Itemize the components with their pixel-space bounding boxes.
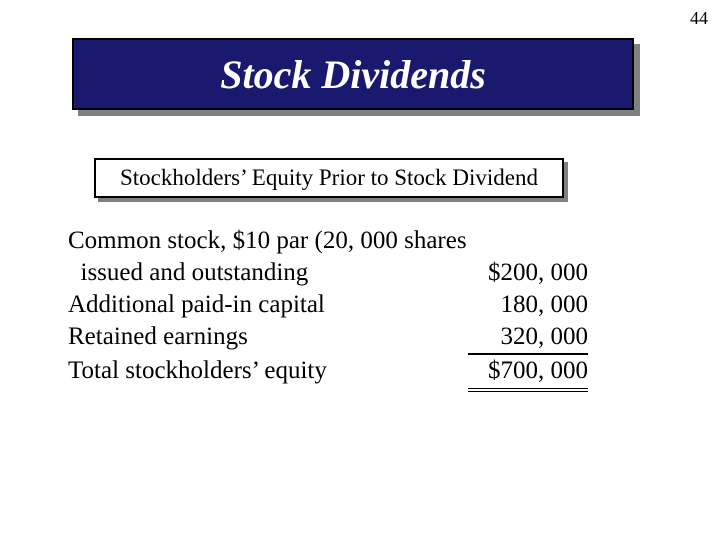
subtitle-foreground: Stockholders’ Equity Prior to Stock Divi… <box>94 158 564 198</box>
equity-row: Common stock, $10 par (20, 000 shares <box>68 225 588 257</box>
page-number: 44 <box>690 8 708 29</box>
equity-row: Additional paid-in capital 180, 000 <box>68 289 588 321</box>
equity-value: $200, 000 <box>468 257 588 289</box>
equity-label: Common stock, $10 par (20, 000 shares <box>68 225 467 257</box>
title-text: Stock Dividends <box>220 51 486 98</box>
equity-value: 320, 000 <box>468 321 588 355</box>
equity-row: Total stockholders’ equity $700, 000 <box>68 355 588 392</box>
title-foreground: Stock Dividends <box>72 38 634 110</box>
equity-label: Total stockholders’ equity <box>68 355 327 387</box>
equity-label: Retained earnings <box>68 321 248 353</box>
subtitle-box: Stockholders’ Equity Prior to Stock Divi… <box>94 158 564 198</box>
equity-label: Additional paid-in capital <box>68 289 325 321</box>
equity-row: Retained earnings 320, 000 <box>68 321 588 355</box>
equity-value: $700, 000 <box>468 355 588 392</box>
equity-row: issued and outstanding $200, 000 <box>68 257 588 289</box>
equity-section: Common stock, $10 par (20, 000 shares is… <box>68 225 588 392</box>
equity-label: issued and outstanding <box>68 257 308 289</box>
title-box: Stock Dividends <box>72 38 634 110</box>
equity-value: 180, 000 <box>468 289 588 321</box>
subtitle-text: Stockholders’ Equity Prior to Stock Divi… <box>120 165 538 191</box>
